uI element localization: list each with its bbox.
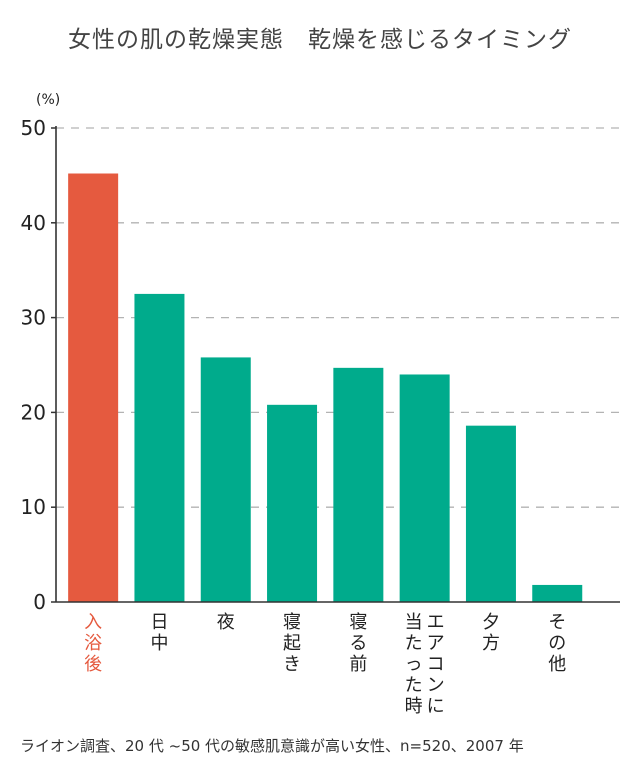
x-category-label: 入浴後 bbox=[84, 612, 102, 675]
x-category-char: る bbox=[349, 633, 367, 654]
x-category-char: 他 bbox=[548, 654, 566, 675]
source-note: ライオン調査、20 代 ~50 代の敏感肌意識が高い女性、n=520、2007 … bbox=[20, 737, 524, 755]
x-category-label: 寝る前 bbox=[349, 612, 367, 675]
x-category-char: 寝 bbox=[349, 612, 367, 633]
bar bbox=[200, 357, 251, 602]
x-category-char: の bbox=[548, 633, 566, 654]
chart-title: 女性の肌の乾燥実態 乾燥を感じるタイミング bbox=[68, 27, 572, 53]
bar bbox=[399, 374, 450, 602]
x-category-char: 夜 bbox=[217, 612, 235, 633]
y-tick-label: 30 bbox=[21, 306, 46, 330]
y-tick-label: 40 bbox=[21, 211, 46, 235]
x-category-char: 寝 bbox=[283, 612, 301, 633]
x-category-char: 日 bbox=[150, 612, 168, 633]
x-category-char: 夕 bbox=[482, 612, 500, 633]
axes bbox=[55, 126, 620, 603]
x-category-label: 寝起き bbox=[283, 612, 301, 675]
x-category-char: そ bbox=[548, 612, 566, 633]
bars bbox=[68, 173, 583, 602]
x-category-char: っ bbox=[405, 654, 423, 675]
x-category-char: コ bbox=[427, 654, 445, 675]
y-tick-labels: 0 10 20 30 40 50 bbox=[21, 116, 56, 614]
x-category-label: その他 bbox=[548, 612, 566, 675]
bar bbox=[68, 173, 119, 602]
x-category-char: エ bbox=[427, 612, 445, 633]
x-category-char: に bbox=[427, 696, 445, 717]
x-category-label: 夜 bbox=[217, 612, 235, 633]
x-category-char: た bbox=[405, 675, 423, 696]
bar bbox=[465, 425, 516, 602]
y-tick-label: 0 bbox=[33, 590, 46, 614]
x-category-char: た bbox=[405, 633, 423, 654]
x-category-char: ン bbox=[427, 675, 445, 696]
x-category-char: 当 bbox=[405, 612, 423, 633]
x-category-char: 入 bbox=[84, 612, 102, 633]
x-category-char: 中 bbox=[150, 633, 168, 654]
y-tick-label: 10 bbox=[21, 495, 46, 519]
x-category-char: 浴 bbox=[84, 633, 102, 654]
y-axis-unit: (%) bbox=[36, 92, 61, 108]
bar bbox=[333, 367, 384, 602]
bar bbox=[267, 404, 318, 602]
x-category-char: 方 bbox=[482, 633, 500, 654]
x-category-char: 起 bbox=[283, 633, 301, 654]
bar bbox=[532, 584, 583, 602]
x-category-char: 前 bbox=[349, 654, 367, 675]
x-category-char: ア bbox=[427, 633, 445, 654]
x-category-label: 夕方 bbox=[482, 612, 500, 654]
x-category-char: 後 bbox=[84, 654, 102, 675]
y-tick-label: 20 bbox=[21, 400, 46, 424]
x-category-char: 時 bbox=[405, 696, 423, 717]
x-category-label: 日中 bbox=[150, 612, 168, 654]
x-category-char: き bbox=[283, 654, 301, 675]
y-tick-label: 50 bbox=[21, 116, 46, 140]
bar bbox=[134, 293, 185, 602]
